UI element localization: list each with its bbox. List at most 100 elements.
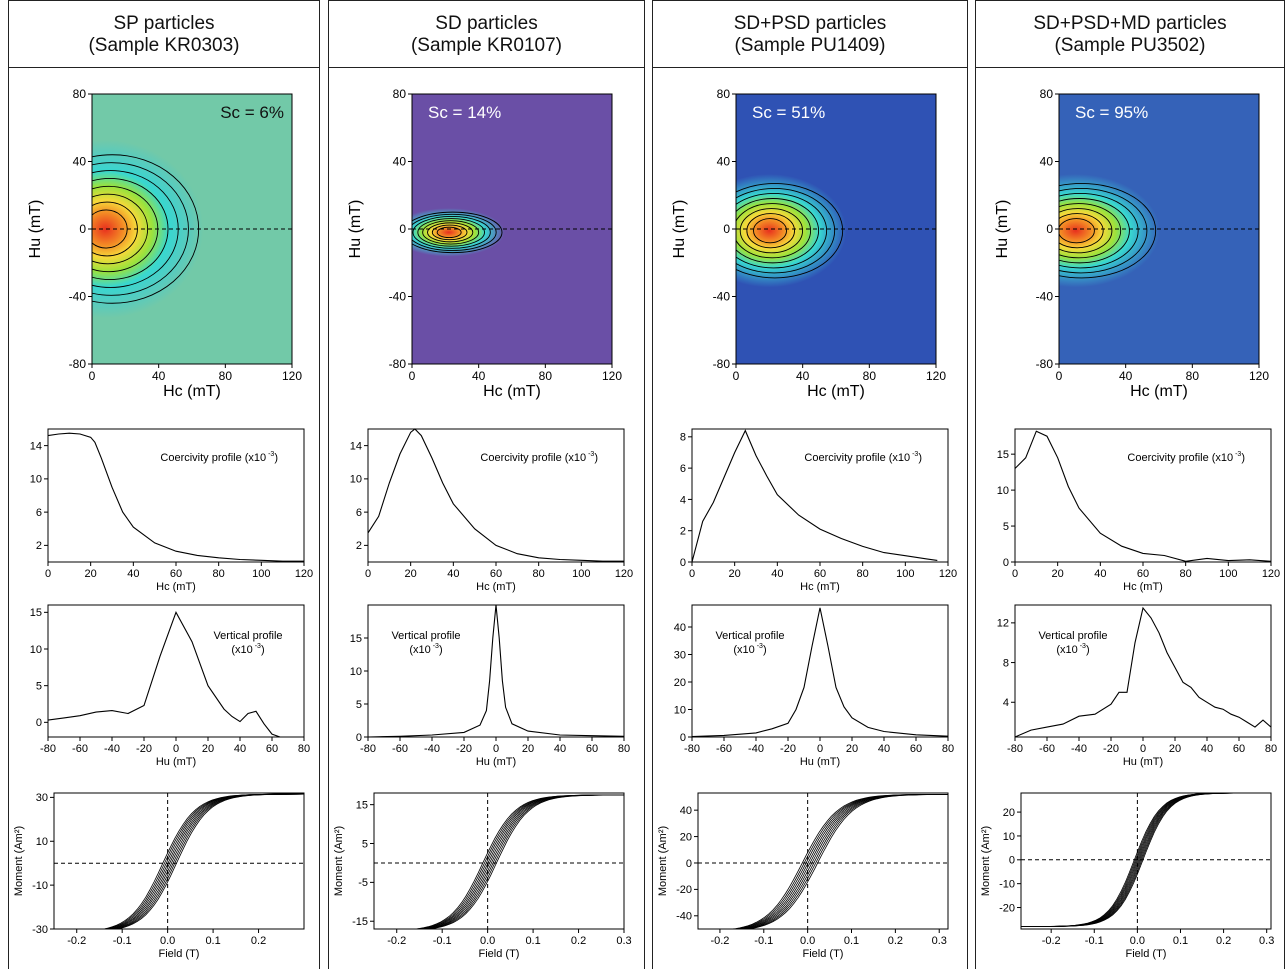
column-title: SD+PSD particles bbox=[733, 13, 887, 34]
coercivity-profile-label: Coercivity profile (x10 -3) bbox=[804, 451, 922, 464]
x-tick-label: 0 bbox=[45, 568, 51, 580]
x-tick-label: 20 bbox=[522, 743, 534, 755]
x-tick-label: 0.2 bbox=[251, 935, 266, 947]
x-tick-label: 40 bbox=[127, 568, 139, 580]
y-tick-label: 20 bbox=[674, 677, 686, 689]
hysteresis-branch bbox=[54, 793, 304, 930]
x-tick-label: 0 bbox=[1140, 743, 1146, 755]
column-title: SP particles bbox=[113, 13, 215, 34]
x-tick-label: -0.2 bbox=[67, 935, 86, 947]
x-tick-label: 60 bbox=[266, 743, 278, 755]
hysteresis-branch bbox=[54, 793, 304, 930]
x-tick-label: 20 bbox=[729, 568, 741, 580]
sample-label: (Sample PU1409) bbox=[734, 35, 886, 56]
x-tick-label: 0.1 bbox=[844, 935, 859, 947]
sample-label: (Sample PU3502) bbox=[1054, 35, 1206, 56]
x-tick-label: 40 bbox=[447, 568, 459, 580]
plot-frame bbox=[367, 604, 625, 738]
x-tick-label: 120 bbox=[939, 568, 957, 580]
hysteresis-branch bbox=[374, 794, 624, 930]
y-axis-label: Hu (mT) bbox=[27, 200, 44, 259]
y-tick-label: 30 bbox=[36, 792, 48, 804]
y-tick-label: 5 bbox=[36, 681, 42, 693]
coercivity-profile-line bbox=[1014, 430, 1272, 562]
vertical-profile-units: (x10 -3) bbox=[231, 643, 264, 656]
x-tick-label: 40 bbox=[472, 369, 486, 383]
forc-peak bbox=[412, 208, 505, 257]
forc-contour bbox=[1059, 198, 1130, 264]
y-tick-label: 40 bbox=[680, 805, 692, 817]
x-tick-label: 80 bbox=[213, 568, 225, 580]
x-axis-label: Hc (mT) bbox=[1130, 383, 1188, 400]
hysteresis-branch bbox=[54, 793, 304, 930]
forc-diagram bbox=[1059, 94, 1259, 364]
coercivity-profile-line bbox=[367, 428, 624, 562]
x-tick-label: -60 bbox=[392, 743, 408, 755]
x-tick-label: 80 bbox=[1180, 568, 1192, 580]
y-tick-label: 40 bbox=[674, 622, 686, 634]
plot-frame bbox=[1014, 604, 1272, 738]
coercivity-profile-line bbox=[691, 429, 938, 563]
y-tick-label: -40 bbox=[1036, 290, 1054, 304]
column-header: SD+PSD+MD particles (Sample PU3502) bbox=[975, 0, 1285, 68]
y-tick-label: 40 bbox=[73, 155, 87, 169]
y-tick-label: 0 bbox=[356, 732, 362, 744]
column-title: SD+PSD+MD particles bbox=[1033, 13, 1227, 34]
y-tick-label: 10 bbox=[997, 485, 1009, 497]
x-tick-label: 40 bbox=[234, 743, 246, 755]
y-tick-label: 2 bbox=[356, 540, 362, 552]
plot-frame bbox=[691, 604, 949, 738]
moment-axis-label: Moment (Am²) bbox=[13, 826, 25, 896]
x-axis-label: Hu (mT) bbox=[156, 756, 196, 768]
x-tick-label: 20 bbox=[1169, 743, 1181, 755]
x-tick-label: -0.2 bbox=[387, 935, 406, 947]
panel-figures: Sc = 14% 0 40 80 120 80 40 0 -40 -80 Hc (mT) Hu (mT… bbox=[333, 87, 633, 960]
x-tick-label: 60 bbox=[170, 568, 182, 580]
forc-contour bbox=[412, 215, 491, 249]
panel-column: SD+PSD particles (Sample PU1409) Sc = 51% 0… bbox=[652, 0, 968, 969]
y-tick-label: 10 bbox=[1003, 831, 1015, 843]
hysteresis-branch bbox=[698, 794, 948, 930]
y-tick-label: -10 bbox=[32, 880, 48, 892]
hysteresis-branch bbox=[54, 793, 304, 930]
y-tick-label: 15 bbox=[356, 800, 368, 812]
x-tick-label: 0.2 bbox=[888, 935, 903, 947]
sample-label: (Sample KR0303) bbox=[88, 35, 240, 56]
y-tick-label: 30 bbox=[674, 649, 686, 661]
y-tick-label: 80 bbox=[393, 87, 407, 101]
hysteresis-branch bbox=[374, 794, 624, 930]
hysteresis-branch bbox=[374, 794, 624, 930]
x-axis-label: Hu (mT) bbox=[1123, 756, 1163, 768]
vertical-profile-units: (x10 -3) bbox=[409, 643, 442, 656]
x-tick-label: -80 bbox=[360, 743, 376, 755]
x-tick-label: 20 bbox=[85, 568, 97, 580]
x-tick-label: 0.0 bbox=[160, 935, 175, 947]
plot-frame bbox=[1020, 792, 1272, 930]
forc-contour bbox=[1059, 188, 1148, 274]
hysteresis-branch bbox=[698, 794, 948, 930]
hysteresis-branch bbox=[698, 794, 948, 930]
x-tick-label: 40 bbox=[152, 369, 166, 383]
hysteresis-branch bbox=[54, 793, 304, 930]
forc-contour bbox=[736, 183, 844, 279]
y-tick-label: -5 bbox=[358, 877, 368, 889]
hysteresis-loops bbox=[374, 794, 624, 930]
hysteresis-branch bbox=[1021, 792, 1271, 927]
x-tick-label: -60 bbox=[1039, 743, 1055, 755]
x-tick-label: 60 bbox=[490, 568, 502, 580]
x-tick-label: 40 bbox=[1201, 743, 1213, 755]
y-tick-label: 20 bbox=[1003, 807, 1015, 819]
column-title: SD particles bbox=[435, 13, 538, 34]
y-tick-label: 10 bbox=[674, 704, 686, 716]
hysteresis-branch bbox=[698, 794, 948, 930]
y-tick-label: -20 bbox=[999, 902, 1015, 914]
x-axis-label: Field (T) bbox=[803, 948, 844, 960]
hysteresis-branch bbox=[374, 794, 624, 930]
y-tick-label: 6 bbox=[36, 507, 42, 519]
plot-frame bbox=[373, 792, 625, 930]
x-tick-label: 100 bbox=[896, 568, 914, 580]
column-header: SP particles (Sample KR0303) bbox=[8, 0, 320, 68]
x-tick-label: -40 bbox=[104, 743, 120, 755]
column-border bbox=[328, 0, 645, 969]
